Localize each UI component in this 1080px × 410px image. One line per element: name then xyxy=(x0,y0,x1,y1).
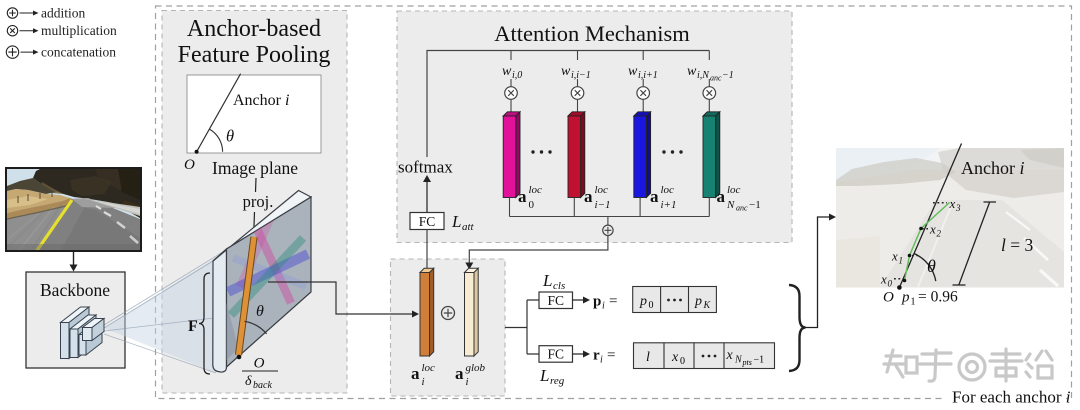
svg-text:a: a xyxy=(717,187,726,206)
svg-text:anc: anc xyxy=(710,74,722,83)
svg-text:1: 1 xyxy=(911,297,916,308)
svg-text:w: w xyxy=(687,64,697,79)
svg-text:x: x xyxy=(671,350,679,365)
svg-text:p: p xyxy=(593,294,601,310)
svg-text:addition: addition xyxy=(41,6,85,21)
svg-text:−1: −1 xyxy=(749,199,761,211)
svg-text:−1: −1 xyxy=(722,70,734,81)
svg-text:loc: loc xyxy=(529,184,543,196)
svg-text:L: L xyxy=(451,212,461,231)
svg-text:O: O xyxy=(883,290,894,306)
svg-text:i−1: i−1 xyxy=(595,199,611,211)
svg-text:0: 0 xyxy=(680,356,685,367)
svg-text:w: w xyxy=(561,64,571,79)
svg-text:=: = xyxy=(609,294,617,310)
svg-text:L: L xyxy=(539,366,549,385)
svg-text:Image plane: Image plane xyxy=(212,158,298,178)
svg-text:i: i xyxy=(600,355,603,366)
svg-text:a: a xyxy=(650,187,659,206)
svg-text:3: 3 xyxy=(955,203,961,213)
svg-text:a: a xyxy=(518,187,527,206)
svg-text:Backbone: Backbone xyxy=(40,280,110,300)
svg-text:a: a xyxy=(411,364,420,383)
svg-text:multiplication: multiplication xyxy=(41,23,117,38)
svg-text:softmax: softmax xyxy=(398,158,453,177)
svg-text:i,0: i,0 xyxy=(512,70,522,81)
svg-text:back: back xyxy=(253,380,272,391)
svg-text:concatenation: concatenation xyxy=(41,45,116,60)
svg-text:x: x xyxy=(929,222,936,237)
svg-text:O: O xyxy=(254,356,265,372)
svg-text:p: p xyxy=(901,290,910,306)
svg-text:K: K xyxy=(703,300,712,311)
svg-text:i: i xyxy=(466,376,469,388)
svg-text:loc: loc xyxy=(422,362,436,374)
svg-text:0: 0 xyxy=(529,199,535,211)
svg-text:loc: loc xyxy=(661,184,675,196)
svg-text:x: x xyxy=(880,272,887,287)
svg-text:Attention Mechanism: Attention Mechanism xyxy=(494,21,690,46)
svg-text:pts: pts xyxy=(742,358,752,367)
svg-text:proj.: proj. xyxy=(243,192,274,211)
svg-text:w: w xyxy=(628,64,638,79)
svg-text:Anchor-based: Anchor-based xyxy=(187,16,321,42)
svg-text:δ: δ xyxy=(245,374,252,389)
svg-text:Feature Pooling: Feature Pooling xyxy=(178,42,331,68)
svg-text:reg: reg xyxy=(550,375,565,387)
svg-text:i,i+1: i,i+1 xyxy=(638,70,658,81)
svg-text:Anchor i: Anchor i xyxy=(961,158,1025,178)
svg-text:−1: −1 xyxy=(754,355,765,366)
svg-text:loc: loc xyxy=(727,184,741,196)
svg-text:i,i−1: i,i−1 xyxy=(571,70,591,81)
svg-text:l = 3: l = 3 xyxy=(1001,235,1033,255)
svg-text:p: p xyxy=(639,294,647,309)
svg-text:=: = xyxy=(607,348,615,364)
svg-text:p: p xyxy=(694,294,702,309)
svg-text:Anchor i: Anchor i xyxy=(233,92,289,109)
svg-text:w: w xyxy=(502,64,512,79)
svg-text:θ: θ xyxy=(927,256,936,276)
svg-text:O: O xyxy=(184,157,195,173)
svg-text:i+1: i+1 xyxy=(661,199,677,211)
svg-text:= 0.96: = 0.96 xyxy=(918,289,958,306)
svg-text:att: att xyxy=(462,221,475,233)
svg-text:L: L xyxy=(542,271,552,290)
svg-text:anc: anc xyxy=(736,204,748,213)
svg-text:loc: loc xyxy=(595,184,609,196)
svg-text:N: N xyxy=(726,199,735,211)
svg-text:θ: θ xyxy=(226,127,234,146)
svg-text:l: l xyxy=(646,350,650,365)
svg-text:i: i xyxy=(422,376,425,388)
svg-text:FC: FC xyxy=(547,293,564,308)
svg-text:r: r xyxy=(593,348,600,364)
svg-text:1: 1 xyxy=(899,256,904,266)
svg-text:FC: FC xyxy=(547,347,564,362)
svg-text:FC: FC xyxy=(419,214,436,229)
svg-text:i: i xyxy=(602,301,605,312)
svg-text:2: 2 xyxy=(937,229,942,239)
svg-text:glob: glob xyxy=(466,362,486,374)
svg-text:F: F xyxy=(188,318,198,335)
svg-text:0: 0 xyxy=(888,279,893,289)
svg-text:For each anchor i: For each anchor i xyxy=(952,388,1071,407)
svg-text:x: x xyxy=(949,196,956,211)
svg-text:x: x xyxy=(726,348,734,363)
svg-text:i,N: i,N xyxy=(697,70,710,81)
svg-text:a: a xyxy=(584,187,593,206)
svg-text:θ: θ xyxy=(256,303,264,320)
svg-text:N: N xyxy=(734,355,743,366)
svg-text:a: a xyxy=(455,364,464,383)
svg-text:cls: cls xyxy=(553,280,565,292)
svg-text:x: x xyxy=(891,249,898,264)
svg-text:0: 0 xyxy=(649,300,654,311)
